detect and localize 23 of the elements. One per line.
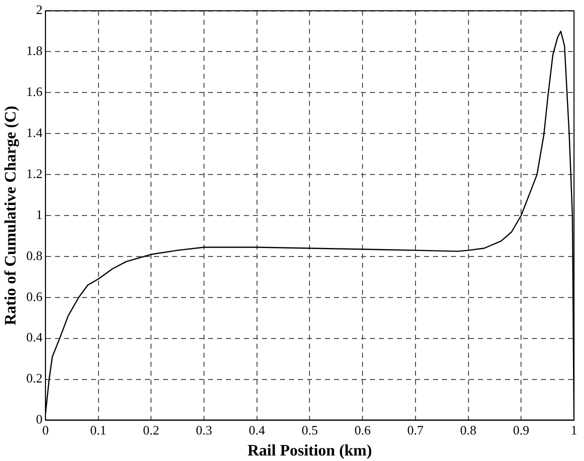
y-tick-label: 1 <box>36 206 42 222</box>
x-tick-label: 0.7 <box>407 422 424 438</box>
x-tick-label: 0.9 <box>513 422 530 438</box>
y-tick-label: 0.4 <box>26 330 43 345</box>
y-tick-label: 2 <box>36 2 42 18</box>
y-tick-label: 1.8 <box>26 43 42 58</box>
y-tick-label: 1.6 <box>26 84 43 100</box>
x-tick-label: 0.5 <box>302 422 318 438</box>
x-tick-label: 0.6 <box>354 422 372 438</box>
x-tick-label: 1 <box>570 422 578 438</box>
x-tick-label: 0.4 <box>248 422 266 438</box>
y-axis-title: Ratio of Cumulative Charge (C) <box>2 106 20 326</box>
y-tick-label: 0.8 <box>26 248 42 263</box>
x-tick-label: 0.2 <box>143 422 160 438</box>
x-tick-label: 0.1 <box>90 422 106 438</box>
y-tick-label: 0.6 <box>26 288 43 304</box>
y-tick-label: 0 <box>36 412 42 427</box>
y-tick-label: 0.2 <box>26 370 42 386</box>
y-tick-label: 1.2 <box>26 166 42 181</box>
x-axis-title: Rail Position (km) <box>248 442 372 460</box>
x-tick-label: 0.8 <box>460 422 476 438</box>
y-tick-label: 1.4 <box>26 125 43 140</box>
x-tick-label: 0.3 <box>196 422 212 438</box>
